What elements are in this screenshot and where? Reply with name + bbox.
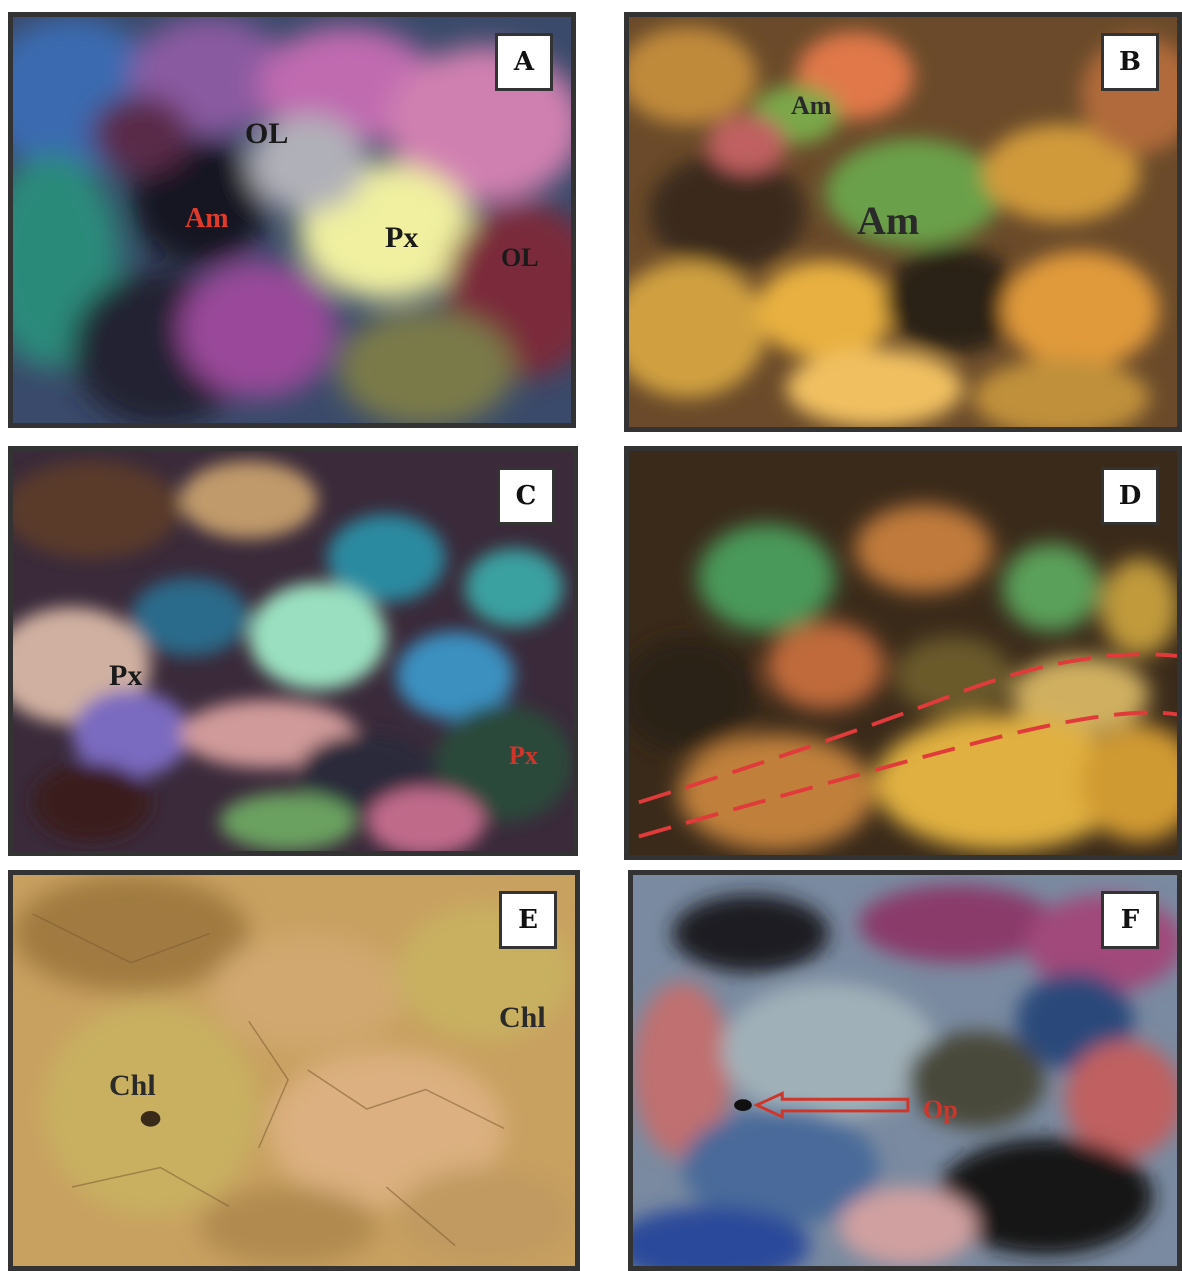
panel-letter-c: C <box>497 467 555 525</box>
micrograph-f <box>633 875 1177 1266</box>
micrograph-d <box>629 451 1177 855</box>
micrograph-b <box>629 17 1177 427</box>
mineral-label: Am <box>857 198 920 243</box>
panel-a: A OL Am Px OL <box>8 12 576 428</box>
mineral-label: Am <box>185 203 229 234</box>
vein-boundary-upper <box>638 652 1177 805</box>
panel-c: C Px Px <box>8 446 578 856</box>
pointer-arrow <box>753 1091 910 1120</box>
mineral-label: OL <box>501 243 539 272</box>
micrograph-e <box>13 875 575 1266</box>
panel-f: F Op <box>628 870 1182 1271</box>
micrograph-a <box>13 17 571 423</box>
panel-letter-d: D <box>1101 467 1159 525</box>
panel-d: D <box>624 446 1182 860</box>
panel-letter-e: E <box>499 891 557 949</box>
panel-e: E Chl Chl <box>8 870 580 1271</box>
mineral-label: Px <box>509 741 538 770</box>
mineral-label: Px <box>109 659 143 692</box>
mineral-label: Op <box>923 1095 958 1124</box>
vein-boundary-lower <box>638 710 1177 839</box>
panel-letter-a: A <box>495 33 553 91</box>
panel-b: B Am Am <box>624 12 1182 432</box>
mineral-label: OL <box>245 117 289 150</box>
mineral-label: Px <box>385 221 419 254</box>
mineral-label: Am <box>791 91 832 120</box>
micrograph-c <box>13 451 573 851</box>
panel-letter-f: F <box>1101 891 1159 949</box>
panel-letter-b: B <box>1101 33 1159 91</box>
mineral-label: Chl <box>109 1069 156 1102</box>
mineral-label: Chl <box>499 1001 546 1034</box>
